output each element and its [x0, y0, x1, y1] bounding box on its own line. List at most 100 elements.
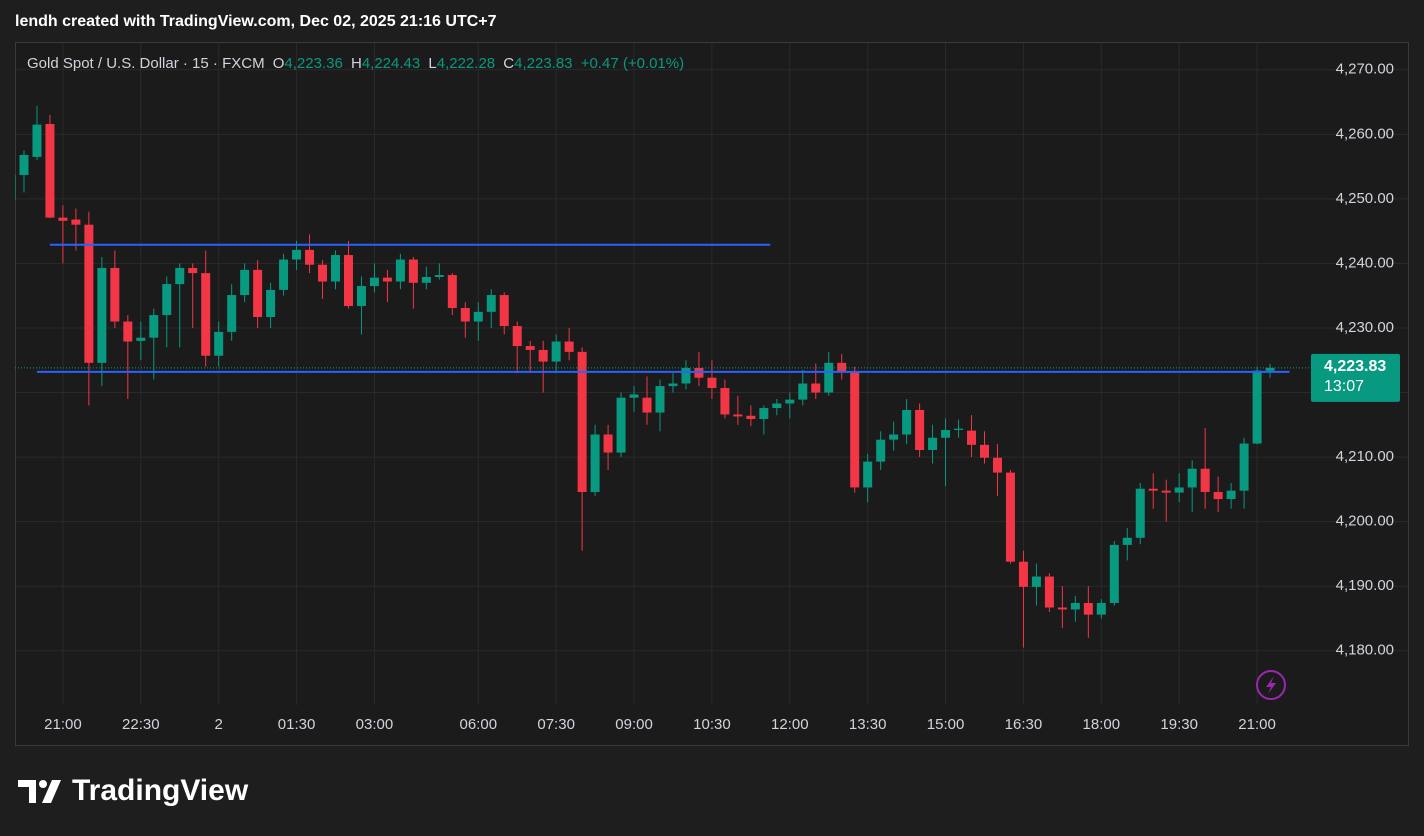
candle-body [1213, 491, 1223, 500]
x-tick-label: 18:00 [1083, 716, 1121, 733]
candle-body [811, 383, 821, 393]
x-tick-label: 21:00 [44, 716, 82, 733]
candle-body [45, 123, 55, 218]
candle-body [707, 377, 717, 389]
x-tick-label: 15:00 [927, 716, 965, 733]
candle-body [214, 331, 224, 356]
candle-body [668, 383, 678, 387]
candle-body [967, 430, 977, 445]
y-tick-label: 4,260.00 [1336, 125, 1394, 142]
y-tick-label: 4,230.00 [1336, 319, 1394, 336]
candle-body [785, 399, 795, 404]
candle-body [577, 351, 587, 492]
candle-body [772, 403, 782, 409]
candle-body [279, 259, 289, 290]
x-tick-label: 01:30 [278, 716, 316, 733]
candle-body [1109, 544, 1119, 603]
candle-body [941, 429, 951, 438]
candle-body [395, 259, 405, 282]
x-tick-label: 22:30 [122, 716, 160, 733]
candle-body [201, 273, 211, 356]
candle-body [305, 249, 315, 265]
candle-body [1161, 490, 1171, 493]
ohlc-value: 4,224.43 [362, 55, 420, 72]
candle-body [162, 284, 172, 316]
candle-body [1252, 370, 1262, 444]
candle-body [629, 394, 639, 398]
candle-body [123, 321, 133, 342]
candle-body [746, 415, 756, 420]
candle-body [1187, 468, 1197, 488]
ohlc-value: 4,223.36 [284, 55, 342, 72]
y-tick-label: 4,190.00 [1336, 577, 1394, 594]
candle-body [863, 461, 873, 488]
candle-body [1018, 561, 1028, 587]
candle-body [928, 437, 938, 450]
candle-body [499, 295, 509, 327]
candle-body [1057, 607, 1067, 610]
candle-body [538, 349, 548, 362]
candle-body [1096, 603, 1106, 615]
candle-body [1265, 367, 1275, 371]
candle-body [512, 326, 522, 347]
grid [16, 43, 1408, 705]
candle-body [84, 224, 94, 363]
candle-body [175, 267, 185, 285]
x-tick-label: 10:30 [693, 716, 731, 733]
candle-body [551, 341, 561, 362]
price-tag-label: 4,223.83 [1324, 358, 1386, 375]
change: +0.47 (+0.01%) [581, 55, 684, 72]
candle-body [460, 307, 470, 322]
candle-body [1005, 472, 1015, 562]
candle-body [837, 362, 847, 372]
candle-body [421, 276, 431, 283]
candle-body [331, 255, 340, 282]
ohlc-key: L [428, 55, 436, 72]
symbol: Gold Spot / U.S. Dollar · 15 · FXCM [27, 55, 265, 72]
candle-body [408, 259, 418, 283]
candle-body [1239, 443, 1249, 491]
candle-body [564, 341, 574, 352]
candle-body [473, 311, 483, 322]
candle-body [318, 264, 328, 282]
candle-body [655, 386, 665, 413]
candle-body [1148, 488, 1158, 491]
candle-body [915, 409, 925, 450]
countdown: 13:07 [1324, 378, 1364, 395]
candle-body [980, 444, 989, 458]
ohlc-key: O [273, 55, 285, 72]
candle-body [149, 315, 159, 338]
candle-body [1031, 576, 1041, 587]
candle-body [1174, 487, 1184, 493]
ohlc-key: H [351, 55, 362, 72]
candle-body [1200, 468, 1210, 492]
candle-body [110, 267, 120, 322]
candle-body [954, 428, 964, 430]
candle-body [525, 346, 535, 350]
candle-body [343, 255, 353, 307]
candle-body [32, 124, 42, 157]
candle-body [1226, 490, 1236, 500]
x-tick-label: 12:00 [771, 716, 809, 733]
candle-body [369, 277, 379, 287]
y-tick-label: 4,270.00 [1336, 61, 1394, 78]
candle-body [733, 414, 743, 417]
candle-body [616, 397, 626, 453]
ohlc-value: 4,223.83 [514, 55, 572, 72]
x-tick-label: 19:30 [1160, 716, 1198, 733]
candle-body [434, 275, 444, 277]
plot-area [15, 105, 1310, 648]
candle-body [1122, 537, 1132, 545]
x-tick-label: 13:30 [849, 716, 887, 733]
candle-body [58, 217, 68, 221]
x-tick-label: 21:00 [1238, 716, 1276, 733]
candle-body [97, 267, 107, 363]
axes: 4,180.004,190.004,200.004,210.004,220.00… [44, 61, 1400, 733]
candle-body [1083, 603, 1093, 615]
candle-body [1044, 576, 1054, 608]
candle-body [798, 383, 808, 400]
candle-body [1070, 603, 1080, 610]
x-tick-label: 06:00 [460, 716, 498, 733]
y-tick-label: 4,240.00 [1336, 254, 1394, 271]
